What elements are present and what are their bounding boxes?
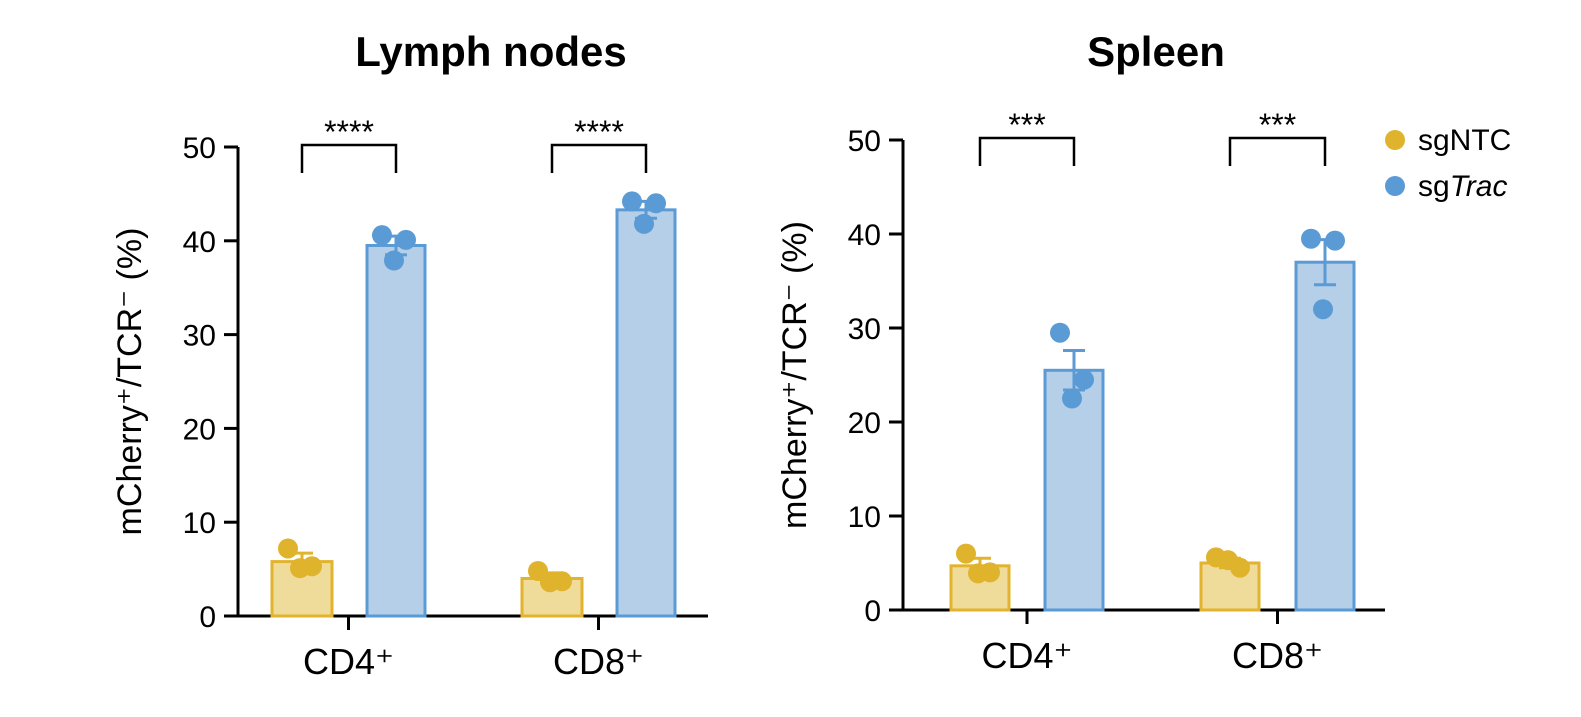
y-tick-label: 50 xyxy=(848,125,881,158)
y-tick-label: 50 xyxy=(183,132,216,165)
bar-sgtrac xyxy=(1043,368,1105,612)
significance-bracket xyxy=(550,143,648,173)
significance-bracket xyxy=(1228,136,1327,166)
data-point-sgntc xyxy=(1218,550,1238,571)
significance-label: *** xyxy=(1259,107,1296,143)
significance-label: *** xyxy=(1008,107,1045,143)
data-point-sgtrac xyxy=(384,250,404,271)
significance-label: **** xyxy=(324,114,374,150)
panel-spleen: Spleen mCherry⁺/TCR⁻ (%) 0 10 20 30 40 50 *** CD4… xyxy=(776,28,1385,676)
bar-sgntc xyxy=(1199,561,1261,612)
y-tick-label: 20 xyxy=(848,407,881,440)
legend-marker-sgtrac xyxy=(1385,176,1405,196)
y-tick-label: 0 xyxy=(864,595,881,628)
y-axis-label: mCherry⁺/TCR⁻ (%) xyxy=(776,221,814,529)
y-tick-label: 40 xyxy=(848,219,881,252)
x-tick-label: CD8⁺ xyxy=(553,641,644,682)
bar-sgtrac xyxy=(1294,260,1356,612)
y-tick-label: 0 xyxy=(199,601,216,634)
data-point-sgtrac xyxy=(396,229,416,250)
data-point-sgtrac xyxy=(1325,230,1345,251)
chart-title: Spleen xyxy=(1087,28,1225,75)
data-point-sgntc xyxy=(290,558,310,579)
legend-label-sgtrac: sgTrac xyxy=(1418,170,1507,203)
data-point-sgtrac xyxy=(372,225,392,246)
legend-marker-sgntc xyxy=(1385,130,1405,150)
x-tick-label: CD4⁺ xyxy=(303,641,394,682)
legend: sgNTC sgTrac xyxy=(1385,124,1511,203)
data-point-sgtrac xyxy=(1313,299,1333,320)
y-tick-label: 20 xyxy=(183,413,216,446)
y-tick-label: 40 xyxy=(183,226,216,259)
data-point-sgntc xyxy=(540,572,560,593)
data-point-sgtrac xyxy=(646,193,666,214)
data-point-sgntc xyxy=(278,538,298,559)
x-tick-label: CD8⁺ xyxy=(1232,635,1323,676)
bar-sgtrac xyxy=(615,208,677,618)
significance-bracket xyxy=(300,143,398,173)
data-point-sgntc xyxy=(968,563,988,584)
data-point-sgtrac xyxy=(1074,369,1094,390)
y-tick-label: 30 xyxy=(848,313,881,346)
data-point-sgtrac xyxy=(1062,388,1082,409)
significance-bracket xyxy=(978,136,1076,166)
y-tick-label: 30 xyxy=(183,320,216,353)
data-point-sgtrac xyxy=(1301,228,1321,249)
y-tick-label: 10 xyxy=(183,507,216,540)
significance-label: **** xyxy=(574,114,624,150)
data-point-sgtrac xyxy=(634,213,654,234)
data-point-sgtrac xyxy=(622,191,642,212)
panel-lymph-nodes: Lymph nodes mCherry⁺/TCR⁻ (%) 0 10 20 30 40 50 *… xyxy=(111,28,708,682)
data-point-sgtrac xyxy=(1050,322,1070,343)
chart-title: Lymph nodes xyxy=(355,28,626,75)
y-axis-label: mCherry⁺/TCR⁻ (%) xyxy=(111,228,149,536)
bar-sgtrac xyxy=(365,243,427,618)
y-tick-label: 10 xyxy=(848,501,881,534)
x-tick-label: CD4⁺ xyxy=(981,635,1072,676)
data-point-sgntc xyxy=(956,543,976,564)
legend-label-sgntc: sgNTC xyxy=(1418,124,1511,157)
